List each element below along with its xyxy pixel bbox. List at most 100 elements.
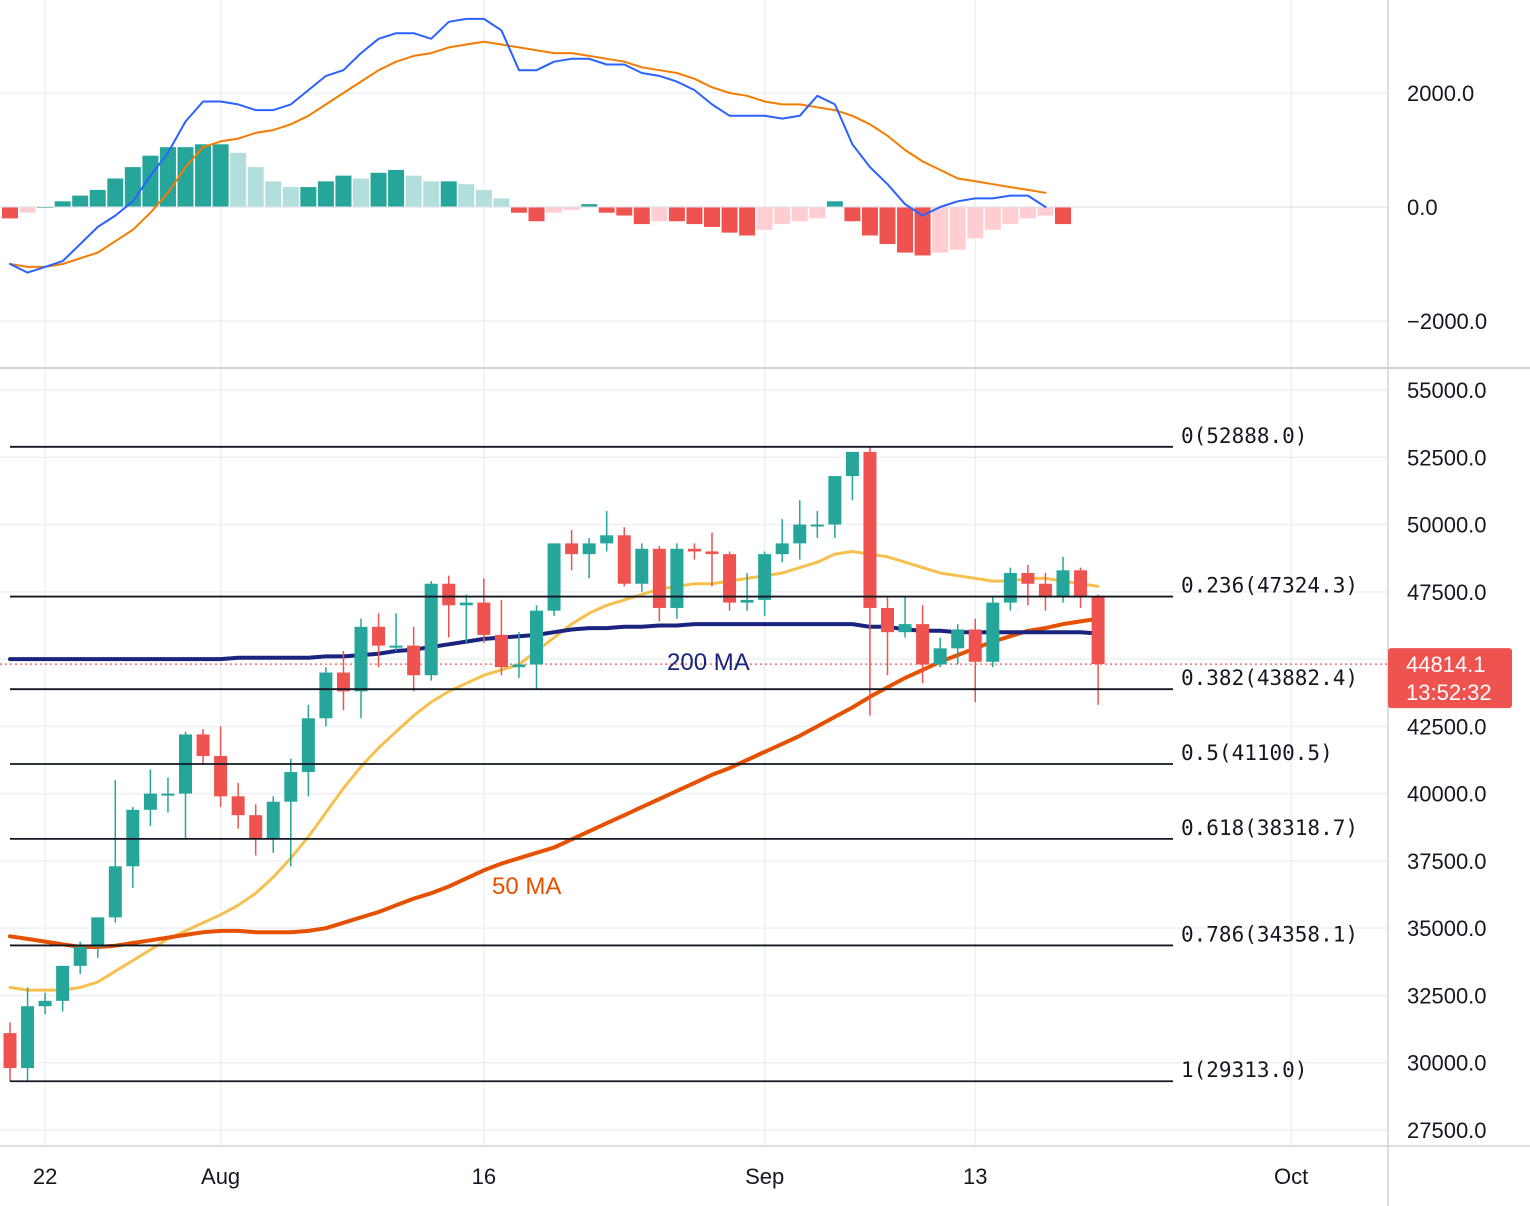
candle-body[interactable]	[143, 793, 157, 810]
macd-y-tick-label: 2000.0	[1407, 81, 1474, 106]
macd-histogram-bar	[142, 155, 159, 207]
candle-body[interactable]	[73, 947, 87, 966]
candle-countdown: 13:52:32	[1406, 680, 1492, 705]
candle-body[interactable]	[600, 535, 614, 544]
macd-histogram-bar	[300, 187, 317, 207]
macd-histogram-bar	[54, 201, 71, 207]
macd-histogram-bar	[563, 207, 580, 210]
candle-body[interactable]	[284, 772, 298, 802]
candle-body[interactable]	[1056, 570, 1070, 598]
candle-body[interactable]	[916, 624, 930, 665]
candle-body[interactable]	[336, 672, 350, 692]
candle-body[interactable]	[494, 634, 508, 668]
candle-body[interactable]	[108, 866, 122, 918]
candle-body[interactable]	[530, 610, 543, 665]
macd-line	[9, 17, 1047, 274]
candle-body[interactable]	[670, 548, 684, 608]
candle-body[interactable]	[547, 543, 561, 611]
last-price-tag-background	[1388, 648, 1512, 709]
candle-body[interactable]	[635, 548, 649, 584]
candle-body[interactable]	[231, 796, 245, 816]
candle-body[interactable]	[477, 602, 491, 635]
macd-histogram-bar	[282, 187, 299, 207]
candle-body[interactable]	[1021, 572, 1035, 584]
candle-body[interactable]	[3, 1033, 17, 1069]
x-tick-label: 13	[963, 1164, 987, 1189]
candle-body[interactable]	[1003, 572, 1017, 603]
candle-body[interactable]	[933, 648, 947, 665]
candle-body[interactable]	[424, 583, 438, 676]
ma20-line	[8, 550, 1100, 992]
macd-histogram-bar	[651, 207, 668, 222]
candle-body[interactable]	[196, 734, 210, 756]
macd-histogram-bar	[247, 167, 264, 207]
price-y-tick-label: 30000.0	[1407, 1051, 1487, 1076]
candle-body[interactable]	[301, 718, 315, 773]
candle-body[interactable]	[828, 476, 842, 525]
candle-body[interactable]	[565, 543, 579, 555]
fibonacci-retracement[interactable]: 0(52888.0) 0.236(47324.3) 0.382(43882.4) 0.…	[10, 424, 1358, 1082]
candle-body[interactable]	[863, 451, 877, 608]
candle-body[interactable]	[266, 801, 280, 840]
x-tick-label: 16	[472, 1164, 496, 1189]
candle-body[interactable]	[442, 583, 456, 606]
price-panel[interactable]	[0, 446, 1388, 1082]
macd-histogram-bar	[739, 207, 756, 236]
candle-body[interactable]	[881, 607, 894, 633]
macd-histogram-bar	[2, 207, 18, 219]
macd-histogram-bar	[370, 172, 387, 207]
ma50-label: 50 MA	[492, 873, 561, 900]
candle-body[interactable]	[652, 548, 666, 608]
candle-body[interactable]	[775, 543, 789, 555]
macd-histogram-bar	[230, 152, 247, 207]
candle-body[interactable]	[21, 1006, 35, 1069]
macd-histogram-bar	[1055, 207, 1071, 225]
candle-body[interactable]	[407, 645, 421, 676]
candle-body[interactable]	[810, 524, 824, 527]
candle-body[interactable]	[758, 554, 772, 600]
macd-histogram-bar	[791, 207, 808, 222]
price-y-tick-label: 42500.0	[1407, 714, 1487, 739]
fib-level-label: 1(29313.0)	[1181, 1058, 1307, 1082]
candle-body[interactable]	[354, 626, 368, 692]
macd-signal-line	[9, 40, 1047, 268]
candle-body[interactable]	[740, 599, 754, 603]
candle-body[interactable]	[1038, 583, 1052, 598]
macd-histogram-bar	[475, 189, 492, 207]
candle-body[interactable]	[723, 554, 737, 603]
candle-body[interactable]	[214, 755, 228, 797]
candle-body[interactable]	[898, 624, 912, 633]
macd-histogram-bar	[721, 207, 738, 233]
candle-body[interactable]	[687, 548, 701, 552]
candle-body[interactable]	[389, 645, 403, 648]
candle-body[interactable]	[512, 664, 526, 668]
x-tick-label: Oct	[1274, 1164, 1308, 1189]
candle-body[interactable]	[372, 626, 386, 646]
candle-body[interactable]	[161, 793, 175, 796]
macd-histogram-bar	[388, 169, 405, 207]
candle-body[interactable]	[617, 535, 631, 584]
candle-body[interactable]	[91, 917, 105, 948]
price-y-tick-label: 40000.0	[1407, 782, 1487, 807]
candle-body[interactable]	[705, 551, 719, 555]
candle-body[interactable]	[986, 602, 1000, 662]
candle-body[interactable]	[968, 629, 982, 662]
macd-histogram-bar	[984, 207, 1001, 230]
macd-panel[interactable]	[0, 17, 1388, 274]
macd-histogram-bar	[844, 207, 861, 222]
candle-body[interactable]	[793, 524, 807, 544]
candle-body[interactable]	[951, 629, 965, 649]
candle-body[interactable]	[319, 672, 333, 719]
candle-body[interactable]	[56, 965, 70, 1001]
candle-body[interactable]	[1074, 570, 1088, 598]
macd-histogram-bar	[107, 178, 124, 207]
candle-body[interactable]	[459, 602, 473, 606]
candle-body[interactable]	[845, 451, 859, 477]
candle-body[interactable]	[249, 815, 263, 840]
macd-histogram-bar	[581, 204, 598, 207]
candle-body[interactable]	[38, 1000, 52, 1007]
candle-body[interactable]	[582, 543, 596, 555]
candle-body[interactable]	[1091, 597, 1105, 665]
